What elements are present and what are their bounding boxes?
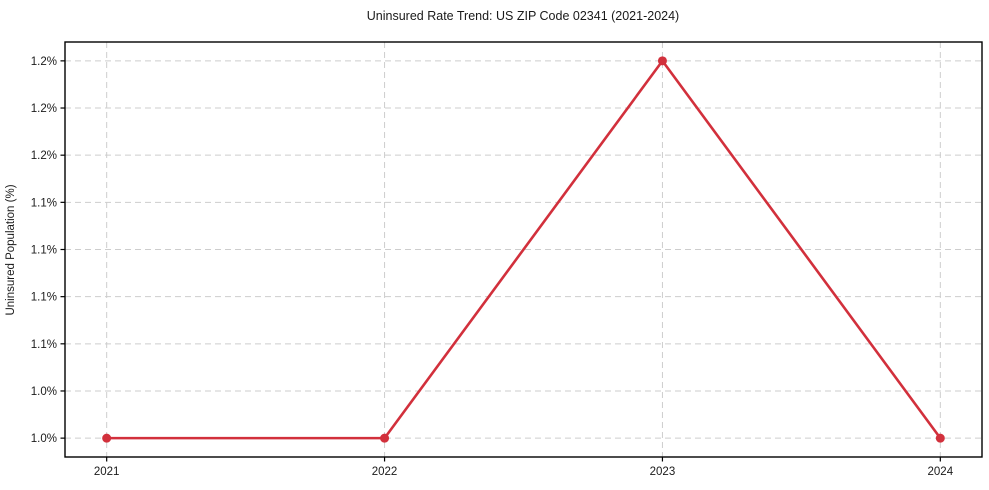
trend-line [105, 59, 942, 440]
y-tick-label: 1.1% [31, 245, 57, 257]
data-point [380, 433, 390, 443]
y-axis-label: Uninsured Population (%) [5, 184, 17, 315]
y-tick-label: 1.1% [31, 197, 57, 209]
x-tick-label: 2023 [650, 466, 676, 478]
data-point [102, 433, 112, 443]
y-tick-label: 1.0% [31, 386, 57, 398]
y-tick-label: 1.2% [31, 150, 57, 162]
y-tick-label: 1.1% [31, 339, 57, 351]
data-point [657, 56, 667, 66]
x-tick-label: 2022 [372, 466, 398, 478]
x-tick-label: 2024 [928, 466, 954, 478]
chart-title: Uninsured Rate Trend: US ZIP Code 02341 … [367, 9, 679, 23]
y-tick-label: 1.2% [31, 56, 57, 68]
x-tick-label: 2021 [94, 466, 120, 478]
y-tick-label: 1.2% [31, 103, 57, 115]
axis-layer: 2021 2022 2023 2024 1.0% 1.0% 1.1% 1.1% 1.1% 1.1%… [31, 41, 983, 478]
data-point [935, 433, 945, 443]
y-tick-label: 1.1% [31, 292, 57, 304]
y-tick-label: 1.0% [31, 433, 57, 445]
grid-layer [65, 42, 982, 457]
data-series-layer [102, 56, 945, 443]
